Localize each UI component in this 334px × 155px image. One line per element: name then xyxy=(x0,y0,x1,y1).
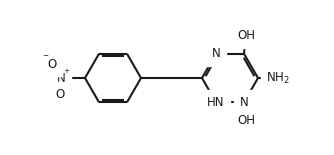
Text: $^+$: $^+$ xyxy=(62,68,71,78)
Text: N: N xyxy=(212,47,220,60)
Text: N: N xyxy=(57,71,65,84)
Text: O: O xyxy=(47,58,57,71)
Text: N: N xyxy=(239,96,248,109)
Text: O: O xyxy=(55,88,64,100)
Text: HN: HN xyxy=(207,96,225,109)
Text: NH$_2$: NH$_2$ xyxy=(266,71,290,86)
Text: OH: OH xyxy=(237,29,255,42)
Text: OH: OH xyxy=(237,114,255,127)
Text: $^-$: $^-$ xyxy=(41,53,49,63)
